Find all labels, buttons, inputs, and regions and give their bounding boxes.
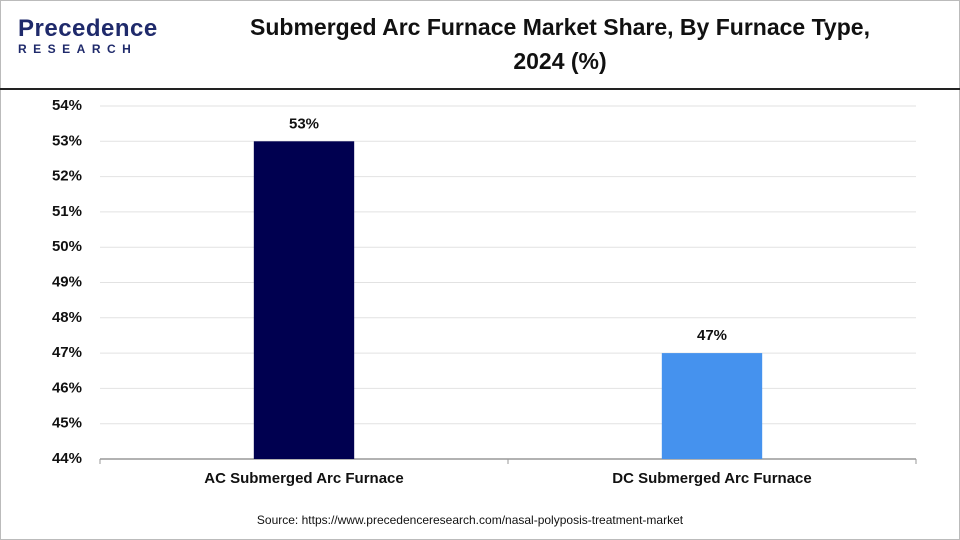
x-tick-label: DC Submerged Arc Furnace: [612, 470, 812, 487]
y-tick-label: 47%: [52, 344, 82, 361]
y-tick-label: 51%: [52, 203, 82, 220]
chart-title: Submerged Arc Furnace Market Share, By F…: [250, 14, 870, 74]
x-tick-label: AC Submerged Arc Furnace: [204, 470, 404, 487]
y-tick-label: 44%: [52, 450, 82, 467]
logo-tagline: RESEARCH: [18, 42, 138, 56]
bar: [253, 141, 355, 460]
logo: Precedence RESEARCH: [18, 15, 168, 57]
y-tick-label: 45%: [52, 415, 82, 432]
logo-name: Precedence: [18, 15, 158, 42]
source: Source: https://www.precedenceresearch.c…: [257, 513, 684, 527]
y-tick-label: 48%: [52, 309, 82, 326]
bar: [661, 353, 763, 459]
data-label: 47%: [697, 327, 727, 344]
y-tick-label: 54%: [52, 97, 82, 114]
y-tick-label: 52%: [52, 168, 82, 185]
data-label: 53%: [289, 115, 319, 132]
header-rule: [0, 88, 960, 90]
y-tick-label: 46%: [52, 379, 82, 396]
y-tick-label: 53%: [52, 132, 82, 149]
y-tick-label: 50%: [52, 238, 82, 255]
y-tick-label: 49%: [52, 273, 82, 290]
